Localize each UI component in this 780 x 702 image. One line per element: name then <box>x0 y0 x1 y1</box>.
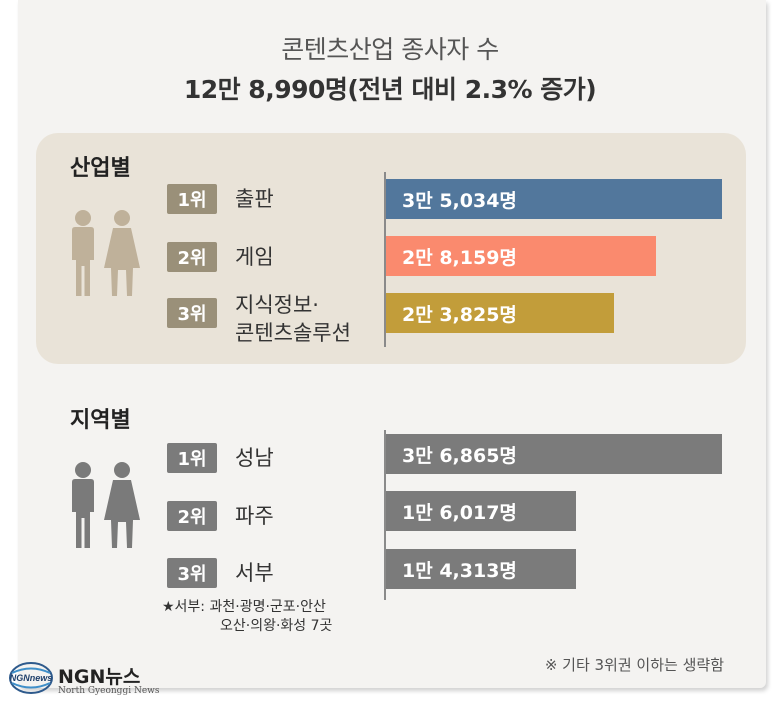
region-section-title: 지역별 <box>70 408 131 433</box>
omitted-note: ※ 기타 3위권 이하는 생략함 <box>544 656 724 674</box>
region-rank-2-badge: 2위 <box>167 501 217 531</box>
region-bar-west: 1만 4,313명 <box>386 549 576 589</box>
region-bar-seongnam: 3만 6,865명 <box>386 434 722 474</box>
region-person-icon <box>72 462 140 548</box>
industry-bar-game: 2만 8,159명 <box>386 236 657 276</box>
region-bar-value-label: 3만 6,865명 <box>402 444 517 467</box>
page-subtitle: 12만 8,990명(전년 대비 2.3% 증가) <box>183 75 597 104</box>
female-person-icon <box>104 462 140 548</box>
industry-bar-knowledge-info: 2만 3,825명 <box>386 293 615 333</box>
industry-label-3-line-2: 콘텐츠솔루션 <box>235 321 351 345</box>
region-footnote-line-1: ★서부: 과천·광명·군포·안산 <box>162 599 326 615</box>
industry-bar-value-label: 2만 3,825명 <box>402 303 517 326</box>
industry-bar-value-label: 2만 8,159명 <box>402 246 517 269</box>
industry-rank-1-badge: 1위 <box>167 184 217 214</box>
region-rank-3-badge: 3위 <box>167 558 217 588</box>
region-axis-line <box>384 430 386 600</box>
region-footnote: ★서부: 과천·광명·군포·안산 오산·의왕·화성 7곳 <box>162 598 332 636</box>
region-footnote-line-2: 오산·의왕·화성 7곳 <box>220 618 333 634</box>
industry-label-3-line-1: 지식정보· <box>235 293 319 317</box>
region-label-2: 파주 <box>235 504 274 528</box>
industry-rank-3-badge: 3위 <box>167 298 217 328</box>
industry-section-title: 산업별 <box>70 156 131 181</box>
region-rank-1-badge: 1위 <box>167 443 217 473</box>
region-bar-paju: 1만 6,017명 <box>386 491 576 531</box>
logo-mark-text: NGNnews <box>10 673 53 683</box>
page-title: 콘텐츠산업 종사자 수 <box>281 35 499 64</box>
logo-name: NGN뉴스 <box>58 666 141 688</box>
male-person-icon <box>72 462 94 548</box>
female-person-icon <box>104 210 140 296</box>
industry-axis-line <box>384 172 386 347</box>
industry-rank-2-badge: 2위 <box>167 242 217 272</box>
logo-subtitle: North Gyeonggi News <box>58 686 160 696</box>
male-person-icon <box>72 210 94 296</box>
industry-label-1: 출판 <box>235 187 274 211</box>
region-bar-value-label: 1만 6,017명 <box>402 501 517 524</box>
industry-label-2: 게임 <box>235 245 274 269</box>
industry-bar-publishing: 3만 5,034명 <box>386 179 722 219</box>
region-label-1: 성남 <box>235 446 274 470</box>
ngn-globe-logo-icon: NGNnews <box>9 662 53 694</box>
industry-bar-value-label: 3만 5,034명 <box>402 189 517 212</box>
region-bar-value-label: 1만 4,313명 <box>402 559 517 582</box>
region-label-3: 서부 <box>235 561 274 585</box>
industry-person-icon <box>72 210 140 296</box>
